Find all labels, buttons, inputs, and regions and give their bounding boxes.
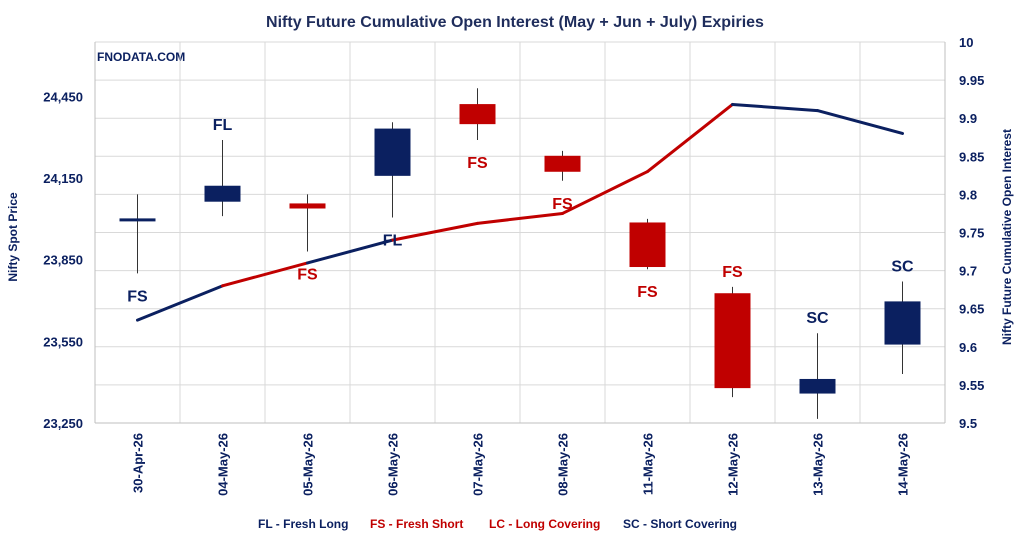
axes-layer: 9.5 9.55 9.6 9.65 9.7 9.75 9.8 9.85 9.9 9.95 10 23,… — [43, 35, 984, 496]
y-tick-left-label: 23,250 — [43, 416, 83, 431]
x-tick-label: 30-Apr-26 — [131, 433, 146, 493]
grid-layer — [95, 41, 945, 423]
y-tick-right-label: 9.6 — [959, 340, 977, 355]
bar-label-layer: FS FL FS FL FS FS FS FS SC SC — [127, 117, 914, 327]
x-tick-label: 14-May-26 — [896, 433, 911, 496]
y-tick-left-label: 23,850 — [43, 253, 83, 268]
legend-item: FL - Fresh Long — [258, 517, 348, 531]
oi-line-segment — [136, 284, 224, 322]
x-tick-label: 13-May-26 — [811, 433, 826, 496]
y-tick-right-label: 9.9 — [959, 111, 977, 126]
x-tick-label: 12-May-26 — [726, 433, 741, 496]
x-tick-label: 05-May-26 — [301, 433, 316, 496]
legend-item: LC - Long Covering — [489, 517, 600, 531]
x-tick-label: 11-May-26 — [641, 433, 656, 495]
y-tick-left-label: 23,550 — [43, 334, 83, 349]
candle-label: FS — [127, 288, 148, 305]
oi-line-layer — [136, 102, 904, 322]
candle-label: FS — [722, 264, 743, 281]
candle-body — [884, 301, 921, 345]
candle-label: FS — [297, 267, 318, 284]
legend: FL - Fresh Long FS - Fresh Short LC - Long… — [258, 517, 737, 531]
candle-body — [204, 185, 241, 202]
y-tick-left-label: 24,150 — [43, 171, 83, 186]
y-tick-right-label: 9.5 — [959, 416, 977, 431]
candle-body — [289, 203, 326, 209]
candle-body — [374, 128, 411, 176]
candle-label: FL — [213, 117, 233, 134]
oi-line-segment — [476, 211, 564, 225]
candle-body — [629, 222, 666, 268]
y-tick-right-label: 10 — [959, 35, 973, 50]
candle-label: FS — [552, 196, 573, 213]
legend-item: SC - Short Covering — [623, 517, 737, 531]
x-tick-label: 04-May-26 — [216, 433, 231, 496]
y-tick-right-label: 9.95 — [959, 73, 984, 88]
y-tick-right-label: 9.55 — [959, 378, 984, 393]
candle-layer — [119, 88, 921, 419]
x-tick-label: 07-May-26 — [471, 433, 486, 496]
oi-line-segment — [391, 221, 479, 242]
candle-label: FL — [383, 233, 403, 250]
chart-title: Nifty Future Cumulative Open Interest (M… — [266, 14, 764, 31]
x-tick-label: 08-May-26 — [556, 433, 571, 496]
candle-label: FS — [467, 155, 488, 172]
y-tick-right-label: 9.8 — [959, 187, 977, 202]
oi-line-segment — [561, 170, 649, 215]
legend-item: FS - Fresh Short — [370, 517, 463, 531]
x-tick-label: 06-May-26 — [386, 433, 401, 496]
candle-body — [119, 218, 156, 222]
oi-line-segment — [221, 261, 309, 288]
y-tick-right-label: 9.65 — [959, 302, 984, 317]
candle-label: SC — [891, 258, 914, 275]
oi-line-segment — [816, 109, 904, 135]
y-tick-right-label: 9.75 — [959, 226, 984, 241]
y-tick-right-label: 9.7 — [959, 264, 977, 279]
y-tick-right-label: 9.85 — [959, 149, 984, 164]
y-axis-left-label: Nifty Spot Price — [6, 192, 20, 282]
oi-line-segment — [306, 238, 394, 265]
candle-label: FS — [637, 284, 658, 301]
y-tick-left-label: 24,450 — [43, 89, 83, 104]
candle-body — [714, 293, 751, 389]
oi-line-segment — [646, 102, 734, 174]
watermark-text: FNODATA.COM — [97, 50, 185, 64]
oi-line-segment — [731, 102, 819, 113]
y-axis-right-label: Nifty Future Cumulative Open Interest — [1000, 129, 1014, 345]
candle-label: SC — [806, 310, 829, 327]
candle-body — [544, 155, 581, 172]
candle-body — [799, 378, 836, 394]
candle-body — [459, 104, 496, 125]
